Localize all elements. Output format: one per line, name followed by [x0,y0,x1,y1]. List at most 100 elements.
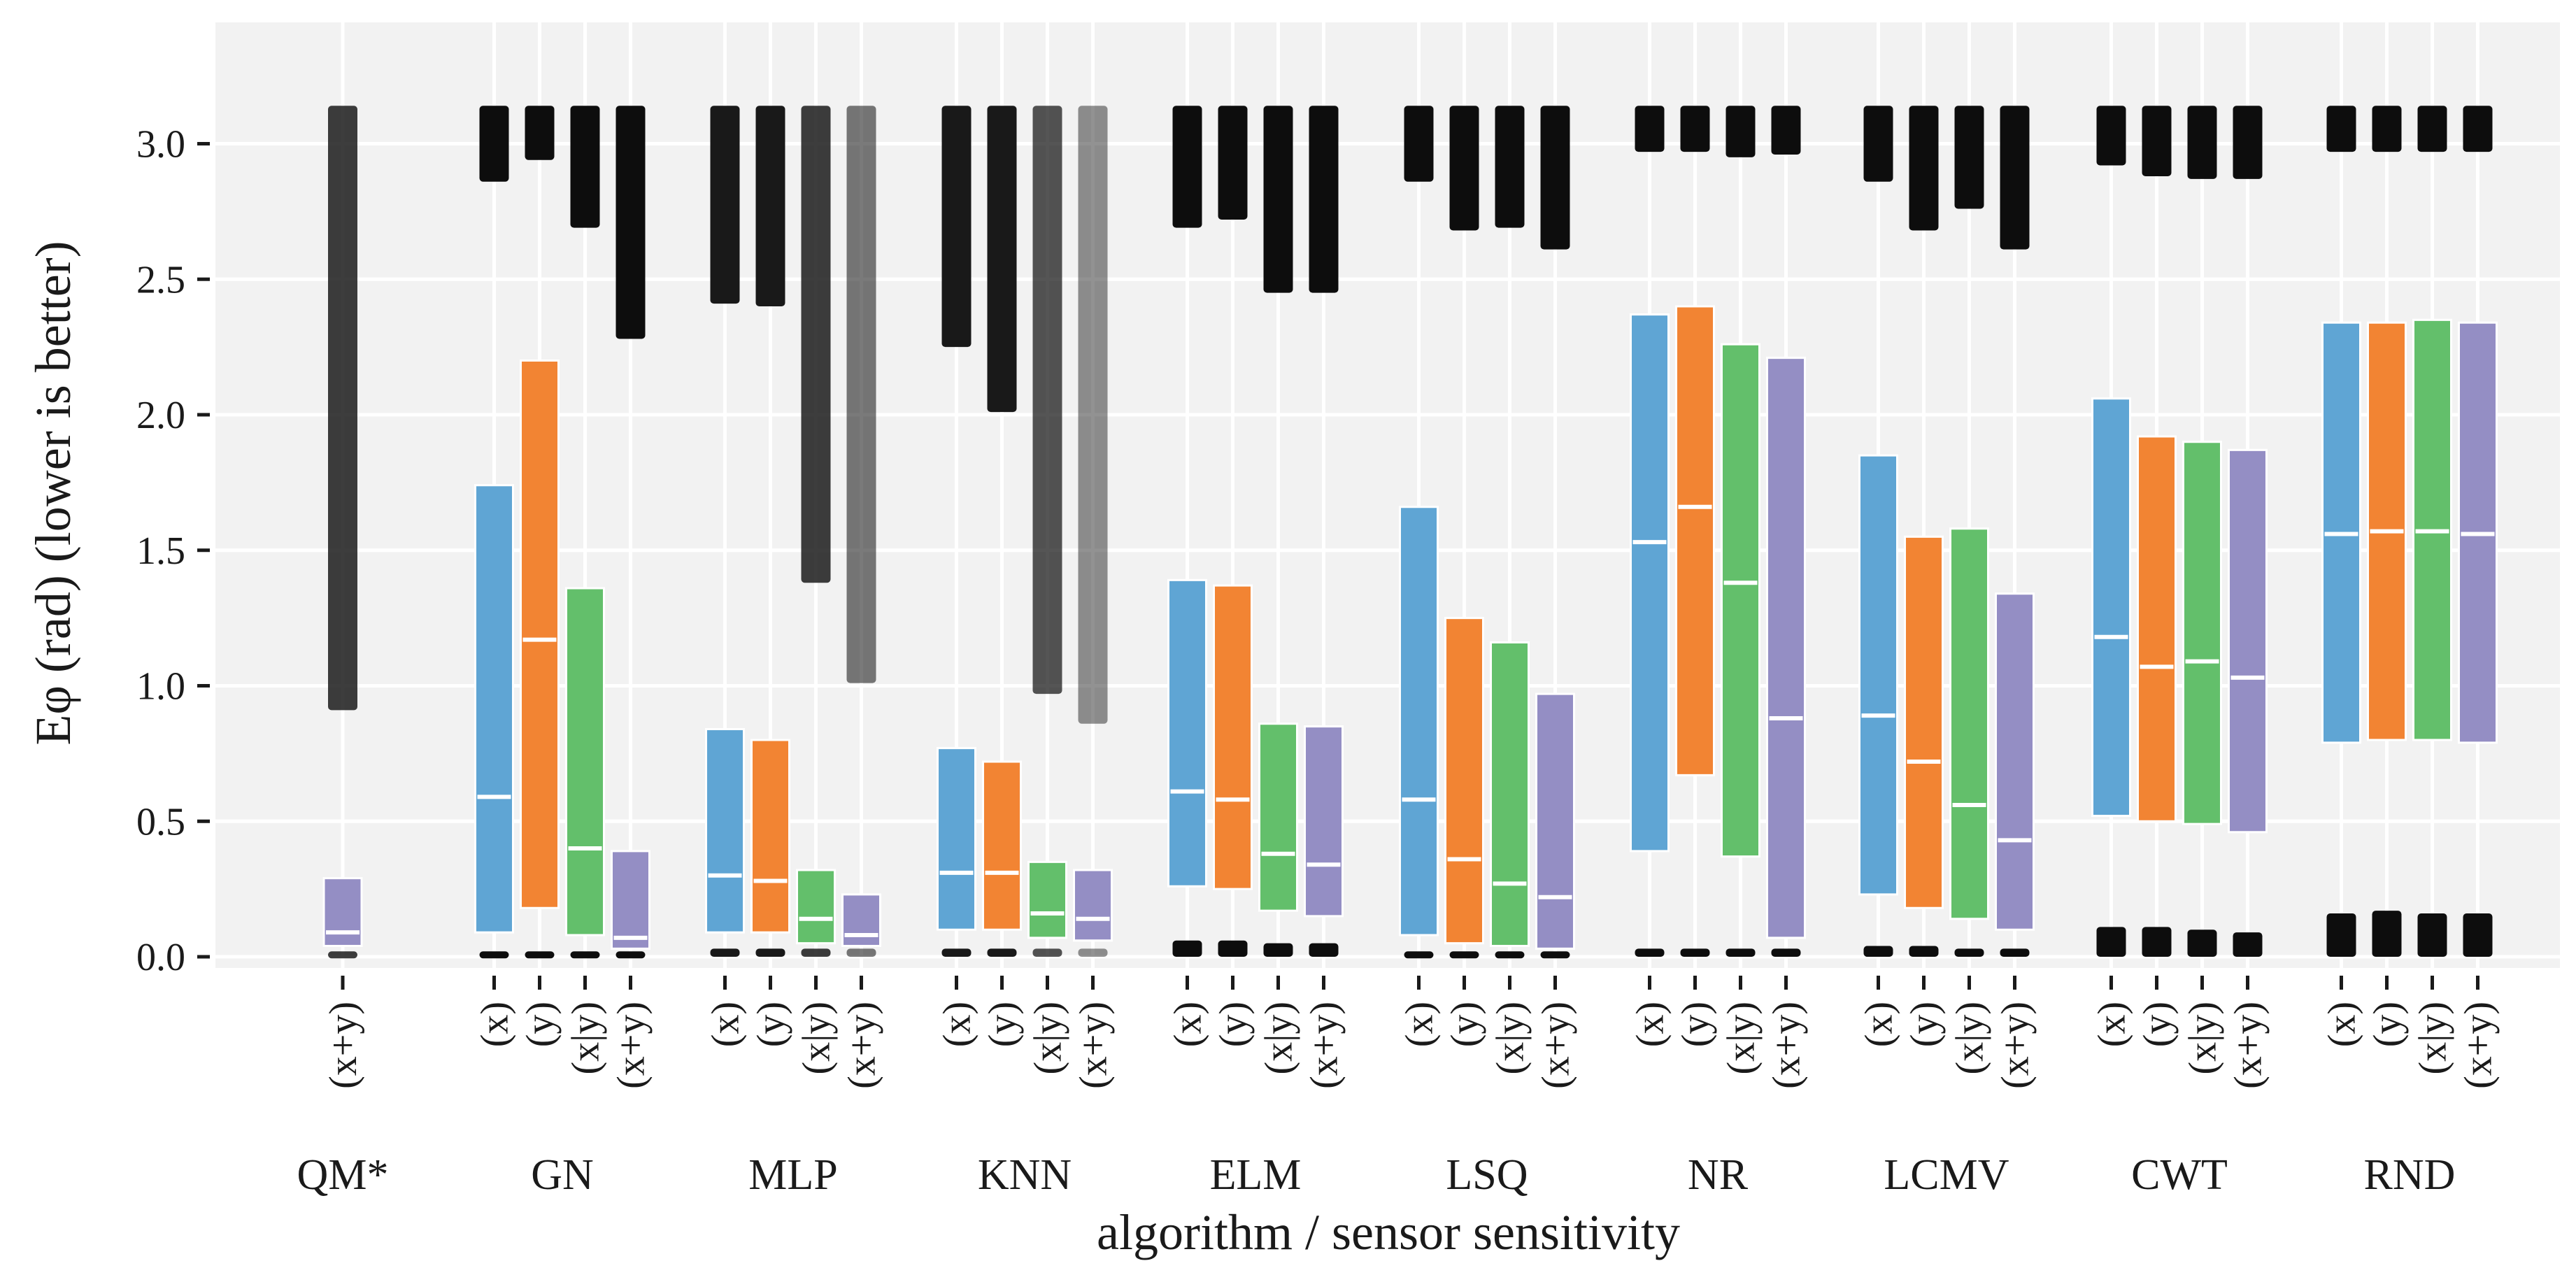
outlier-band [1218,940,1248,957]
group-labels: QM* GN MLP KNN ELM LSQ NR LCMV CWT RND [297,1151,2456,1199]
outlier-band [1218,106,1248,220]
y-tick-label: 3.0 [136,123,185,166]
algorithm-label: LCMV [1884,1151,2009,1199]
outlier-band [615,106,646,339]
outlier-band [328,951,357,959]
x-axis-title: algorithm / sensor sensitivity [1097,1204,1680,1260]
x-tick-label: (x) [474,1002,517,1047]
outlier-band [1771,948,1801,957]
algorithm-label: RND [2364,1151,2456,1199]
box-iqr [2182,441,2222,825]
x-tick-label: (x+y) [2227,1002,2270,1089]
outlier-band [987,948,1017,957]
x-tick-label: (x+y) [1535,1002,1578,1089]
y-tick-label: 1.5 [136,529,185,573]
box-iqr [2137,435,2177,822]
outlier-band [755,948,785,957]
outlier-band [1635,948,1665,957]
x-tick-label: (x|y) [2412,1002,2455,1075]
x-tick-label: (x) [2321,1002,2364,1047]
box-iqr [705,728,745,934]
box-iqr [750,739,790,934]
box-iqr [565,587,605,936]
outlier-band [2096,106,2126,166]
outlier-band [1078,106,1108,724]
outlier-band [2142,927,2172,957]
x-tick-label: (y) [2136,1002,2179,1047]
x-tick-label: (x+y) [1765,1002,1809,1089]
outlier-layer [328,106,2493,959]
x-tick-label: (y) [1674,1002,1718,1047]
algorithm-label: ELM [1210,1151,1302,1199]
outlier-band [2326,106,2356,152]
outlier-band [1449,951,1479,959]
outlier-band [1863,106,1893,182]
x-tick-label: (x|y) [2182,1002,2225,1075]
box-iqr [611,850,650,950]
x-tick-label: (x|y) [564,1002,608,1075]
box-iqr [1995,592,2035,931]
outlier-band [941,948,972,957]
box-iqr [1766,357,1806,939]
y-tick-label: 0.5 [136,800,185,843]
outlier-band [615,951,646,959]
box-iqr [1721,343,1760,858]
outlier-band [1449,106,1479,231]
outlier-band [525,106,555,160]
outlier-band [1909,106,1939,231]
box-iqr [520,359,560,909]
outlier-band [1263,943,1293,957]
outlier-band [2233,932,2263,957]
x-tick-label: (x) [2091,1002,2134,1047]
outlier-band [710,948,740,957]
outlier-band [2187,930,2217,957]
outlier-band [1725,948,1756,957]
outlier-band [1680,106,1710,152]
box-iqr [1858,454,1898,896]
x-tick-label: (y) [1212,1002,1255,1047]
outlier-band [846,106,876,683]
algorithm-label: MLP [748,1151,837,1199]
algorithm-label: LSQ [1446,1151,1528,1199]
x-tick-label: (x|y) [1027,1002,1070,1075]
box-iqr [1949,527,1989,920]
outlier-band [1032,948,1062,957]
x-tick-label: (x+y) [2457,1002,2500,1089]
outlier-band [2233,106,2263,179]
outlier-band [1404,951,1434,959]
outlier-band [1863,946,1893,957]
outlier-band [2142,106,2172,176]
box-iqr [796,869,836,945]
box-iqr [1444,617,1484,945]
y-tick-label: 1.0 [136,665,185,708]
outlier-band [1540,106,1570,250]
outlier-band [2096,927,2126,957]
y-axis-ticks: 0.0 0.5 1.0 1.5 2.0 2.5 3.0 [136,123,210,979]
outlier-band [1954,106,1984,209]
outlier-band [801,106,831,583]
box-iqr [1630,313,1670,853]
outlier-band [2187,106,2217,179]
x-tick-label: (y) [750,1002,793,1047]
outlier-band [1909,946,1939,957]
outlier-band [1309,943,1339,957]
box-iqr [1073,869,1113,942]
y-tick-label: 2.0 [136,394,185,437]
x-tick-label: (x) [1858,1002,1901,1047]
outlier-band [1172,106,1202,228]
outlier-band [1635,106,1665,152]
box-iqr [1304,725,1344,918]
x-axis-ticks: (x+y) (x) (y) (x|y) (x+y) (x) (y) (x|y) (x+y) (x)… [322,976,2500,1089]
box-iqr [1027,860,1067,939]
outlier-band [710,106,740,304]
outlier-band [2326,913,2356,957]
y-axis-title: Eφ (rad) (lower is better) [25,241,81,745]
outlier-band [1495,951,1525,959]
outlier-band [570,951,600,959]
outlier-band [2417,106,2447,152]
outlier-band [1309,106,1339,293]
outlier-band [801,948,831,957]
outlier-band [1771,106,1801,155]
x-tick-label: (y) [2366,1002,2410,1047]
outlier-band [1263,106,1293,293]
